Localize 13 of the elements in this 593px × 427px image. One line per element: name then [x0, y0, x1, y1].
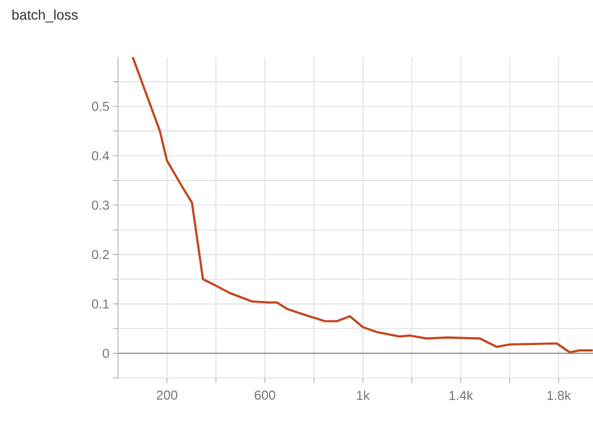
y-tick-label: 0	[102, 348, 109, 358]
line-series	[132, 56, 593, 354]
chart-title: batch_loss	[12, 10, 78, 22]
x-tick-label: 1.8k	[547, 390, 571, 400]
x-tick-label: 200	[156, 390, 178, 400]
y-tick-label: 0.5	[92, 102, 109, 111]
y-tick-label: 0.3	[92, 200, 109, 210]
y-tick-label: 0.4	[92, 151, 110, 160]
y-tick-label: 0.1	[92, 299, 109, 309]
x-tick-label: 1k	[357, 390, 370, 400]
x-tick-label: 600	[254, 390, 276, 400]
x-tick-label: 1.4k	[450, 390, 474, 400]
y-tick-label: 0.2	[92, 250, 109, 260]
